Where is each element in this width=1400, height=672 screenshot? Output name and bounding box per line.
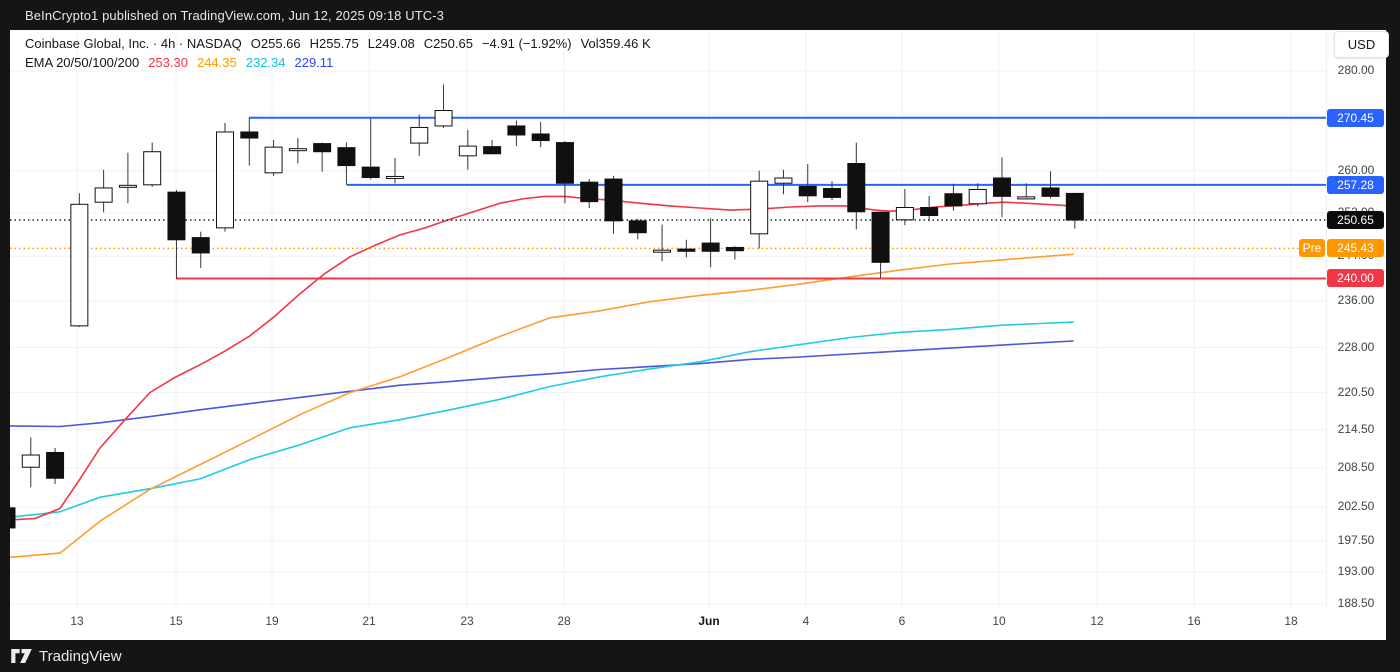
ohlc-open: O255.66 (250, 36, 301, 51)
time-label-13: 13 (70, 614, 84, 628)
time-label-10: 10 (992, 614, 1006, 628)
price-tick-202.50: 202.50 (1337, 499, 1375, 514)
ohlc-close: C250.65 (423, 36, 473, 51)
ema-label: EMA 20/50/100/200 (25, 55, 140, 70)
ema200-value: 229.11 (294, 55, 334, 70)
time-axis[interactable]: 13 15 19 21 23 28 Jun 4 6 10 12 16 18 (10, 608, 1386, 640)
price-badge-250.65: 250.65 (1327, 211, 1384, 230)
price-tick-280.00: 280.00 (1337, 63, 1375, 77)
price-tick-214.50: 214.50 (1337, 421, 1375, 436)
time-label-19: 19 (265, 614, 279, 628)
price-tick-208.50: 208.50 (1337, 459, 1375, 474)
ohlc-high: H255.75 (309, 36, 359, 51)
ohlc-low: L249.08 (367, 36, 415, 51)
price-tick-260.00: 260.00 (1337, 162, 1375, 177)
time-label-4: 4 (802, 614, 810, 628)
price-axis-separator (1326, 30, 1327, 608)
attribution-bar: BeInCrypto1 published on TradingView.com… (0, 0, 1400, 30)
currency-button[interactable]: USD (1334, 31, 1389, 58)
tradingview-brand[interactable]: TradingView (11, 648, 122, 665)
ema-legend[interactable]: EMA 20/50/100/200 253.30 244.35 232.34 2… (25, 55, 333, 70)
price-tick-236.00: 236.00 (1337, 293, 1375, 308)
price-badge-270.45: 270.45 (1327, 108, 1384, 127)
price-tick-228.00: 228.00 (1337, 339, 1375, 354)
volume-value: Vol359.46 K (580, 36, 651, 51)
footer-bar: TradingView (0, 640, 1400, 672)
time-label-28: 28 (557, 614, 571, 628)
ema20-value: 253.30 (148, 55, 188, 70)
symbol-header[interactable]: Coinbase Global, Inc. · 4h · NASDAQ O255… (25, 36, 651, 51)
time-label-6: 6 (898, 614, 906, 628)
price-tick-197.50: 197.50 (1337, 532, 1375, 547)
time-label-18: 18 (1284, 614, 1298, 628)
time-label-21: 21 (362, 614, 376, 628)
time-label-12: 12 (1090, 614, 1104, 628)
ema100-value: 232.34 (245, 55, 286, 70)
ema50-value: 244.35 (196, 55, 237, 70)
price-badge-240.00: 240.00 (1327, 269, 1384, 288)
tradingview-brand-label: TradingView (39, 647, 122, 665)
price-change: −4.91 (−1.92%) (481, 36, 572, 51)
attribution-text: BeInCrypto1 published on TradingView.com… (25, 7, 445, 23)
time-label-16: 16 (1187, 614, 1201, 628)
price-badge-257.28: 257.28 (1327, 175, 1384, 194)
time-label-Jun: Jun (698, 614, 720, 628)
price-tick-220.50: 220.50 (1337, 384, 1375, 399)
price-tick-193.00: 193.00 (1337, 563, 1375, 578)
chart-panel[interactable] (10, 30, 1386, 640)
price-axis[interactable]: 280.00260.00252.00244.00236.00228.00220.… (1326, 30, 1386, 610)
time-label-23: 23 (460, 614, 474, 628)
pre-market-badge: Pre (1299, 239, 1325, 258)
symbol-title[interactable]: Coinbase Global, Inc. · 4h · NASDAQ (25, 36, 242, 51)
price-tick-188.50: 188.50 (1337, 595, 1375, 610)
time-label-15: 15 (169, 614, 183, 628)
price-badge-245.43: 245.43 (1327, 239, 1384, 258)
tradingview-logo-icon (11, 649, 32, 663)
